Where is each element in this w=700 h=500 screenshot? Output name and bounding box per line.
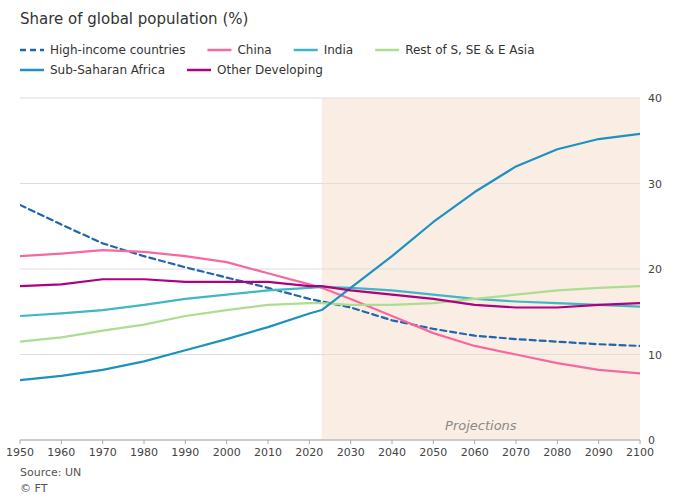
x-tick-label: 2060: [461, 446, 489, 459]
legend: High-income countries China India Rest of S…: [20, 43, 534, 77]
x-tick-label: 2010: [254, 446, 282, 459]
x-tick-label: 2000: [213, 446, 241, 459]
legend-label: Sub-Saharan Africa: [50, 63, 165, 77]
x-tick: [268, 440, 269, 444]
grid-line: [20, 354, 640, 355]
grid-line: [20, 183, 640, 184]
x-axis-line: [20, 440, 640, 441]
x-tick: [20, 440, 21, 444]
series-group: [20, 134, 640, 380]
x-tick-label: 1970: [89, 446, 117, 459]
series-line: [20, 250, 640, 373]
legend-item: Sub-Saharan Africa: [20, 63, 165, 77]
legend-item: Other Developing: [187, 63, 323, 77]
grid-line: [20, 269, 640, 270]
legend-swatch: [20, 49, 44, 52]
legend-item: India: [294, 43, 353, 57]
y-tick-label: 30: [648, 178, 662, 191]
x-tick: [392, 440, 393, 444]
grid-line: [20, 440, 640, 441]
legend-item: China: [207, 43, 271, 57]
series-line: [20, 134, 640, 380]
x-tick-label: 2090: [585, 446, 613, 459]
x-tick-label: 1980: [130, 446, 158, 459]
grid-line: [20, 98, 640, 99]
x-tick-label: 2100: [626, 446, 654, 459]
x-tick: [350, 440, 351, 444]
series-line: [20, 205, 640, 346]
x-tick: [185, 440, 186, 444]
y-tick-label: 10: [648, 349, 662, 362]
x-tick: [226, 440, 227, 444]
source: Source: UN: [20, 466, 81, 479]
legend-label: High-income countries: [50, 43, 185, 57]
x-tick: [309, 440, 310, 444]
x-tick-label: 1950: [6, 446, 34, 459]
x-tick-label: 2080: [543, 446, 571, 459]
y-tick-label: 20: [648, 263, 662, 276]
x-tick-label: 1990: [171, 446, 199, 459]
x-tick: [557, 440, 558, 444]
x-tick: [640, 440, 641, 444]
x-tick-label: 2030: [337, 446, 365, 459]
x-tick-label: 2070: [502, 446, 530, 459]
x-tick: [102, 440, 103, 444]
x-tick: [61, 440, 62, 444]
legend-label: India: [324, 43, 353, 57]
x-tick-label: 1960: [47, 446, 75, 459]
x-tick: [433, 440, 434, 444]
legend-swatch: [20, 69, 44, 72]
x-tick: [598, 440, 599, 444]
x-tick: [516, 440, 517, 444]
legend-item: High-income countries: [20, 43, 185, 57]
x-tick: [474, 440, 475, 444]
x-tick-label: 2050: [419, 446, 447, 459]
legend-swatch: [187, 69, 211, 72]
chart: Share of global population (%) High-incom…: [0, 0, 700, 500]
legend-swatch: [375, 49, 399, 52]
legend-item: Rest of S, SE & E Asia: [375, 43, 534, 57]
copyright: © FT: [20, 482, 48, 495]
series-line: [20, 286, 640, 342]
series-line: [20, 279, 640, 307]
legend-label: Other Developing: [217, 63, 323, 77]
legend-label: Rest of S, SE & E Asia: [405, 43, 534, 57]
x-tick: [144, 440, 145, 444]
x-tick-label: 2020: [295, 446, 323, 459]
y-tick-label: 40: [648, 92, 662, 105]
x-tick-label: 2040: [378, 446, 406, 459]
legend-swatch: [294, 49, 318, 52]
title: Share of global population (%): [20, 10, 248, 28]
annotation-label: Projections: [445, 418, 517, 433]
legend-swatch: [207, 49, 231, 52]
legend-label: China: [237, 43, 271, 57]
